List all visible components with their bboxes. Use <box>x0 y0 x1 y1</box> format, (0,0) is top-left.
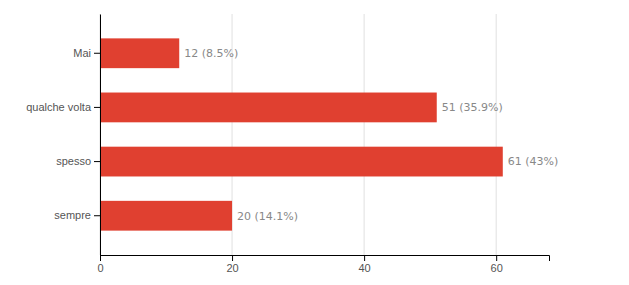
bar <box>100 38 179 68</box>
y-tick-label: spesso <box>56 155 91 167</box>
x-tick: 0 <box>97 255 103 274</box>
x-tick: 20 <box>226 255 238 274</box>
x-tick-label: 40 <box>358 262 370 274</box>
bar <box>100 93 437 123</box>
y-tick-mark <box>94 161 100 162</box>
bar <box>100 147 503 177</box>
x-tick-label: 20 <box>226 262 238 274</box>
x-axis-line <box>101 256 550 262</box>
x-tick-mark <box>496 255 497 261</box>
x-axis: 0 20 40 60 <box>97 255 549 274</box>
data-labels: 20 (14.1%) 61 (43%) 51 (35.9%) 12 (8.5%) <box>184 47 558 222</box>
data-label: 12 (8.5%) <box>184 47 238 60</box>
x-tick-label: 60 <box>491 262 503 274</box>
x-tick: 60 <box>491 255 503 274</box>
y-tick: Mai <box>73 47 100 59</box>
plot: 0 20 40 60 sempre spesso qualche volta Mai 20 (1… <box>26 14 558 274</box>
chart: 0 20 40 60 sempre spesso qualche volta Mai 20 (1… <box>0 0 629 285</box>
x-tick-mark <box>232 255 233 261</box>
y-tick-label: qualche volta <box>26 101 92 113</box>
x-tick: 40 <box>358 255 370 274</box>
grid-line <box>364 14 365 255</box>
y-tick-label: Mai <box>73 47 91 59</box>
data-label: 51 (35.9%) <box>442 101 503 114</box>
y-axis: sempre spesso qualche volta Mai <box>26 15 100 256</box>
bars <box>100 38 503 230</box>
y-tick: qualche volta <box>26 101 100 113</box>
y-tick-mark <box>94 53 100 54</box>
y-tick-label: sempre <box>54 209 91 221</box>
data-label: 20 (14.1%) <box>237 210 298 223</box>
y-tick-mark <box>94 215 100 216</box>
grid <box>100 14 496 255</box>
y-axis-line <box>100 15 101 256</box>
grid-line <box>100 14 101 255</box>
y-tick: spesso <box>56 155 100 167</box>
data-label: 61 (43%) <box>508 155 559 168</box>
y-tick-mark <box>94 107 100 108</box>
x-tick-label: 0 <box>97 262 103 274</box>
y-tick: sempre <box>54 209 100 221</box>
x-tick-mark <box>364 255 365 261</box>
bar <box>100 201 232 231</box>
x-tick-mark <box>100 255 101 261</box>
grid-line <box>496 14 497 255</box>
